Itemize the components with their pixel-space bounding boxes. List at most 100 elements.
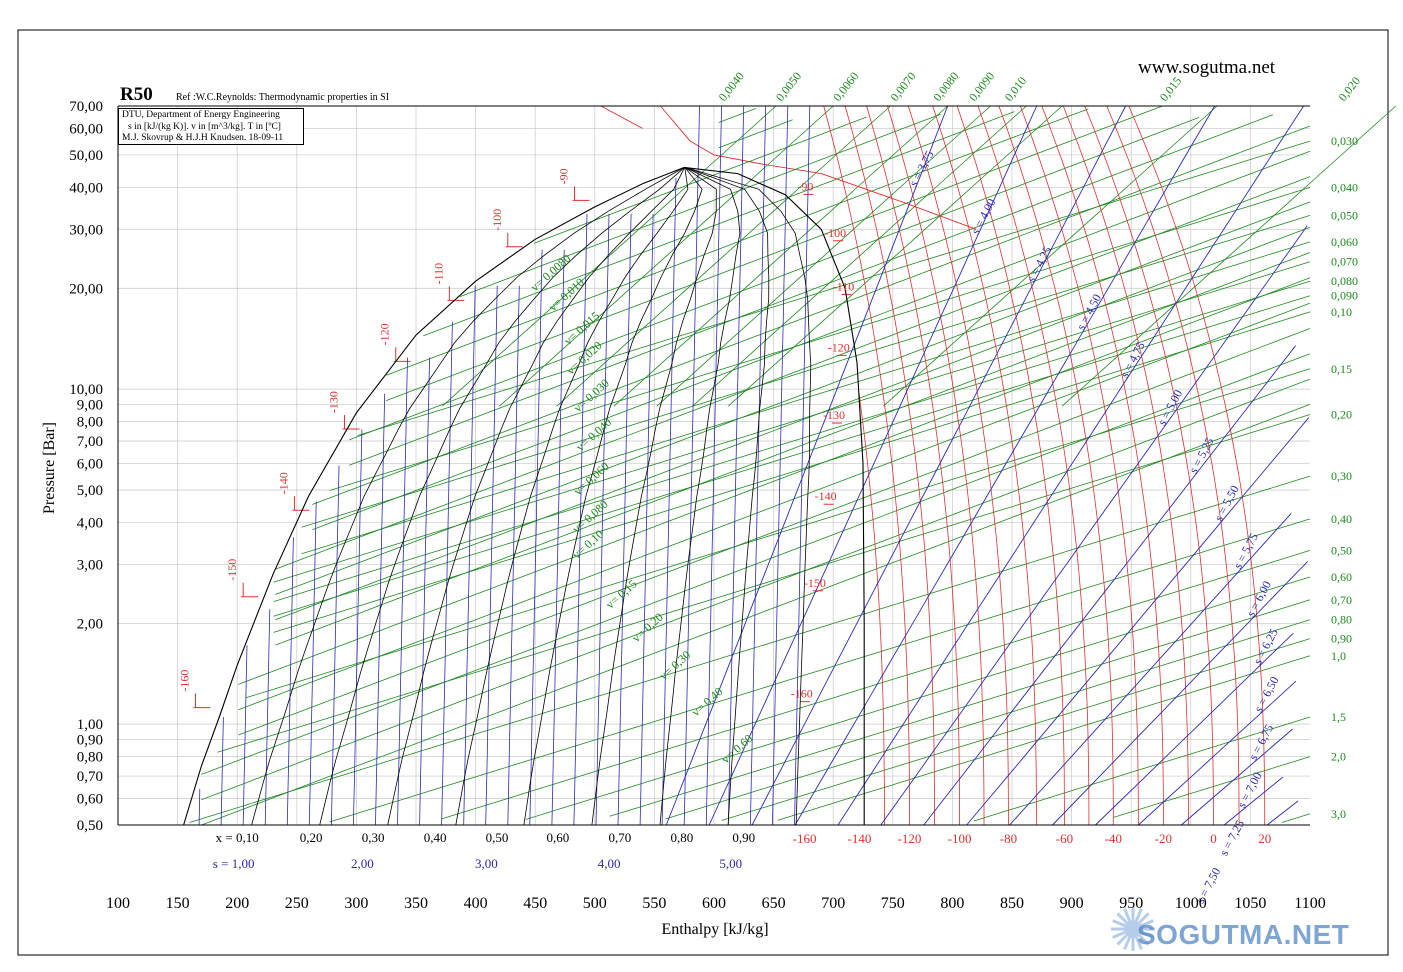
y-tick-label: 1,00 [77, 717, 103, 733]
y-tick-label: 20,00 [69, 281, 103, 297]
refrigerant-title: R50 [120, 84, 153, 105]
isochore-line [556, 105, 891, 407]
x-tick-label: 550 [642, 895, 666, 912]
temperature-label: -80 [1000, 831, 1017, 846]
y-tick-label: 0,70 [77, 769, 103, 785]
isentrope-line [708, 105, 1038, 826]
isentrope-line [331, 465, 340, 826]
isochore-line [609, 599, 1311, 817]
isochore-line [245, 368, 1311, 699]
x-tick-label: 1000 [1175, 895, 1207, 912]
isentrope-line [463, 285, 476, 826]
isochore-label: 0,020 [1335, 74, 1363, 104]
isentrope-line [507, 285, 520, 826]
isentrope-line [639, 213, 654, 826]
isochore-label: 0,010 [1002, 74, 1030, 104]
x-tick-label: 100 [106, 895, 130, 912]
isochore-label: 0,70 [1331, 593, 1352, 607]
isentrope-label: s = 6,25 [1250, 626, 1280, 667]
isentrope-line [1223, 776, 1284, 826]
x-tick-label: 650 [762, 895, 786, 912]
temperature-label: -60 [1056, 831, 1073, 846]
sun-ray [1112, 931, 1126, 939]
sun-icon [1111, 907, 1155, 951]
isotherm-label: -110 [431, 263, 445, 285]
isotherm-line [844, 105, 935, 825]
x-tick-label: 300 [344, 895, 368, 912]
isentrope-line [750, 105, 767, 826]
isentrope-line [923, 345, 1296, 826]
isochore-line [275, 201, 1311, 595]
quality-label: 0,90 [732, 830, 755, 845]
isotherm-label: -100 [490, 209, 504, 231]
isochore-line [718, 108, 756, 123]
isentrope-line [751, 105, 1126, 826]
isotherm-label: -160 [791, 687, 813, 701]
isochore-line [217, 414, 1311, 753]
isotherm-label: -160 [177, 670, 191, 692]
isochore-label: 0,60 [1331, 570, 1352, 584]
sun-ray [1112, 919, 1126, 927]
isochore-label: 0,90 [1331, 632, 1352, 646]
isochore-label: 0,40 [1331, 512, 1352, 526]
isentrope-line [772, 105, 789, 826]
isochore-line [525, 576, 1311, 820]
y-tick-label: 10,00 [69, 382, 103, 398]
isotherm-label: -90 [797, 179, 813, 193]
y-tick-label: 9,00 [77, 397, 103, 413]
quality-line [685, 167, 770, 826]
sun-ray [1123, 936, 1131, 950]
quality-line [251, 167, 685, 826]
isochore-line [301, 215, 1311, 528]
quality-label: 0,40 [424, 830, 447, 845]
isochore-line [273, 311, 1311, 633]
isotherm-line [998, 105, 1114, 825]
isochore-label: 1,0 [1331, 649, 1346, 663]
isochore-line [275, 176, 1311, 570]
x-tick-label: 500 [583, 895, 607, 912]
isotherm-label: -130 [326, 391, 340, 413]
y-tick-label: 30,00 [69, 222, 103, 238]
sun-ray [1138, 934, 1150, 946]
temperature-label: -20 [1155, 831, 1172, 846]
quality-label: 0,30 [362, 830, 385, 845]
isotherm-label: -140 [276, 472, 290, 494]
x-tick-label: 250 [285, 895, 309, 912]
quality-line [685, 167, 812, 826]
y-tick-label: 70,00 [69, 99, 103, 115]
isentrope-label: s = 5,75 [1231, 531, 1261, 572]
info-line: DTU, Department of Energy Engineering [122, 110, 280, 120]
isentrope-line [880, 225, 1308, 826]
y-tick-label: 0,60 [77, 791, 103, 807]
isochore-label: 0,0090 [966, 69, 997, 104]
isentrope-line [1009, 513, 1292, 826]
isochore-label: 0,050 [1331, 208, 1358, 222]
isochore-line [349, 117, 1200, 441]
isochore-line [357, 140, 1311, 436]
x-tick-label: 700 [821, 895, 845, 912]
isochore-line [273, 280, 1311, 602]
watermark-text: SOGUTMA.NET [1137, 919, 1350, 950]
isentrope-line [397, 357, 408, 826]
isotherm-label: -130 [823, 408, 845, 422]
isotherm-line [1084, 105, 1214, 825]
isochore-label: 0,15 [1331, 362, 1352, 376]
isentrope-lines [198, 105, 1310, 826]
x-tick-label: 600 [702, 895, 726, 912]
sun-ray [1140, 931, 1154, 939]
isentrope-line [242, 645, 248, 826]
isochore-line [883, 105, 1218, 407]
isotherm-line [1041, 105, 1164, 825]
isochore-label: v= 0,030 [571, 376, 612, 415]
sun-ray [1123, 908, 1131, 922]
temperature-label: -100 [948, 831, 972, 846]
isentrope-label: s = 6,50 [1251, 674, 1281, 715]
isentrope-line [727, 105, 745, 826]
y-tick-label: 8,00 [77, 415, 103, 431]
y-tick-label: 0,90 [77, 732, 103, 748]
entropy-label: 2,00 [351, 856, 374, 871]
isentrope-line [794, 105, 811, 826]
reference-text: Ref :W.C.Reynolds: Thermodynamic propert… [176, 92, 390, 103]
isentrope-label: s = 4,50 [1074, 292, 1104, 333]
isochore-label: 3,0 [1331, 807, 1346, 821]
